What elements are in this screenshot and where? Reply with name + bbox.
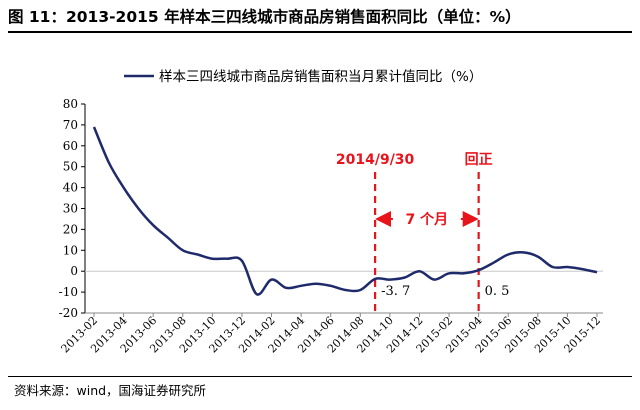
y-tick-label: 40 [63,181,78,195]
figure-title: 图 11：2013-2015 年样本三四线城市商品房销售面积同比（单位：%） [8,8,521,26]
chart-annotations: 2014/9/30 回正 7 个月 -3. 7 0. 5 [336,152,510,313]
y-tick-label: 50 [63,160,78,174]
anno-label-start: 2014/9/30 [336,152,415,168]
y-tick-labels: 80 70 60 50 40 30 20 10 0 -10 -20 [59,97,85,320]
source-rule [8,376,632,377]
chart-legend: 样本三四线城市商品房销售面积当月累计值同比（%） [124,68,482,85]
value-label-end: 0. 5 [485,284,510,299]
y-tick-label: 10 [63,243,78,257]
y-tick-label: 80 [63,97,78,111]
y-tick-label: -20 [59,306,78,320]
y-tick-label: 30 [63,202,78,216]
title-rule [8,31,632,33]
value-label-start: -3. 7 [381,284,410,299]
source-note: 资料来源：wind，国海证券研究所 [14,383,207,398]
series-line [92,126,598,296]
y-tick-label: 0 [70,264,78,278]
y-tick-label: 70 [63,118,78,132]
span-label: 7 个月 [406,211,449,228]
anno-label-end: 回正 [465,152,493,168]
y-tick-label: 20 [63,222,78,236]
chart-axes [84,104,603,314]
legend-label: 样本三四线城市商品房销售面积当月累计值同比（%） [159,68,482,85]
x-tick-labels: 2013-022013-042013-062013-082013-102013-… [59,313,603,355]
y-tick-label: -10 [59,285,78,299]
y-tick-label: 60 [63,139,78,153]
